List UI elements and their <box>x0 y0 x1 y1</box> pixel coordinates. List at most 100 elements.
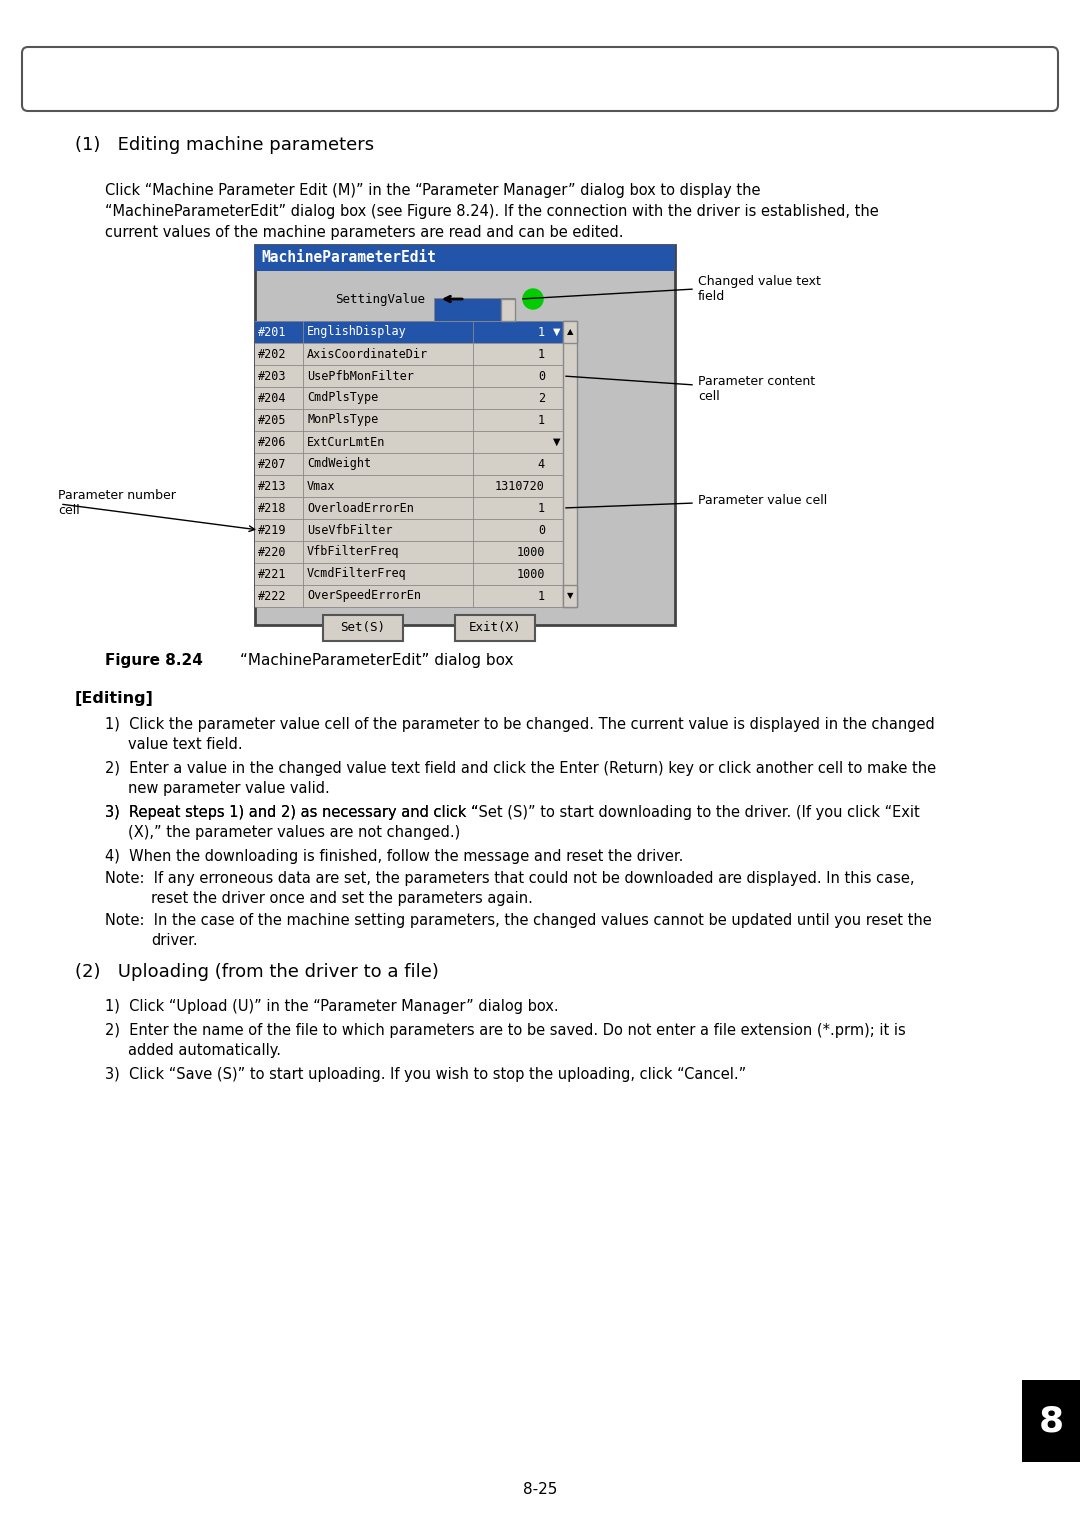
Bar <box>255 452 563 475</box>
Text: new parameter value valid.: new parameter value valid. <box>129 781 329 796</box>
Text: driver.: driver. <box>151 934 198 947</box>
Bar <box>563 321 577 607</box>
Text: Note:  In the case of the machine setting parameters, the changed values cannot : Note: In the case of the machine setting… <box>105 914 932 927</box>
Bar <box>255 410 563 431</box>
Text: MonPlsType: MonPlsType <box>307 414 378 426</box>
Bar <box>255 541 563 562</box>
Text: 1310720: 1310720 <box>495 480 545 492</box>
Text: #203: #203 <box>258 370 286 382</box>
Bar <box>1022 1380 1080 1462</box>
Text: Exit(X): Exit(X) <box>469 622 522 634</box>
Text: ▼: ▼ <box>553 437 561 448</box>
FancyBboxPatch shape <box>22 47 1058 112</box>
Text: ▼: ▼ <box>553 327 561 338</box>
Text: reset the driver once and set the parameters again.: reset the driver once and set the parame… <box>151 891 532 906</box>
Text: 8-25: 8-25 <box>523 1482 557 1497</box>
Text: 3)  Click “Save (S)” to start uploading. If you wish to stop the uploading, clic: 3) Click “Save (S)” to start uploading. … <box>105 1067 746 1082</box>
Text: EnglishDisplay: EnglishDisplay <box>307 325 407 339</box>
Text: value text field.: value text field. <box>129 736 243 752</box>
Text: “MachineParameterEdit” dialog box: “MachineParameterEdit” dialog box <box>240 652 513 668</box>
Text: “MachineParameterEdit” dialog box (see Figure 8.24). If the connection with the : “MachineParameterEdit” dialog box (see F… <box>105 205 879 219</box>
Text: 1)  Click “Upload (U)” in the “Parameter Manager” dialog box.: 1) Click “Upload (U)” in the “Parameter … <box>105 999 558 1015</box>
Bar <box>255 342 563 365</box>
Text: MachineParameterEdit: MachineParameterEdit <box>261 251 436 266</box>
Text: #222: #222 <box>258 590 286 602</box>
Text: 1)  Click the parameter value cell of the parameter to be changed. The current v: 1) Click the parameter value cell of the… <box>105 717 935 732</box>
Text: Parameter value cell: Parameter value cell <box>698 494 827 506</box>
Text: 4: 4 <box>538 457 545 471</box>
Bar <box>323 614 403 642</box>
Text: CmdPlsType: CmdPlsType <box>307 391 378 405</box>
Text: added automatically.: added automatically. <box>129 1044 281 1057</box>
Text: VfbFilterFreq: VfbFilterFreq <box>307 545 400 559</box>
Bar <box>563 585 577 607</box>
Text: current values of the machine parameters are read and can be edited.: current values of the machine parameters… <box>105 225 623 240</box>
Text: OverSpeedErrorEn: OverSpeedErrorEn <box>307 590 421 602</box>
Text: Parameter number
cell: Parameter number cell <box>58 489 176 516</box>
Text: 0: 0 <box>538 370 545 382</box>
Text: #201: #201 <box>258 325 286 339</box>
Text: 1000: 1000 <box>516 545 545 559</box>
Text: UsePfbMonFilter: UsePfbMonFilter <box>307 370 414 382</box>
Bar <box>255 365 563 387</box>
Bar <box>255 431 563 452</box>
Text: 0: 0 <box>538 524 545 536</box>
Text: VcmdFilterFreq: VcmdFilterFreq <box>307 567 407 581</box>
Text: #206: #206 <box>258 435 286 449</box>
Bar <box>455 614 535 642</box>
Text: [Editing]: [Editing] <box>75 691 153 706</box>
Text: ExtCurLmtEn: ExtCurLmtEn <box>307 435 386 449</box>
Bar <box>435 299 515 321</box>
Text: 3)  Repeat steps 1) and 2) as necessary and click “: 3) Repeat steps 1) and 2) as necessary a… <box>105 805 478 821</box>
Text: #205: #205 <box>258 414 286 426</box>
Text: 1: 1 <box>538 590 545 602</box>
Text: #220: #220 <box>258 545 286 559</box>
Text: ▲: ▲ <box>567 327 573 336</box>
Text: Figure 8.24: Figure 8.24 <box>105 652 203 668</box>
Text: #213: #213 <box>258 480 286 492</box>
Text: 1: 1 <box>538 414 545 426</box>
Text: #202: #202 <box>258 347 286 361</box>
Bar <box>501 299 515 321</box>
Text: AxisCoordinateDir: AxisCoordinateDir <box>307 347 428 361</box>
Text: ▼: ▼ <box>567 591 573 601</box>
Text: Click “Machine Parameter Edit (M)” in the “Parameter Manager” dialog box to disp: Click “Machine Parameter Edit (M)” in th… <box>105 183 760 199</box>
Text: #221: #221 <box>258 567 286 581</box>
Text: UseVfbFilter: UseVfbFilter <box>307 524 392 536</box>
Bar <box>563 321 577 342</box>
Bar <box>255 244 675 270</box>
Text: 2)  Enter the name of the file to which parameters are to be saved. Do not enter: 2) Enter the name of the file to which p… <box>105 1024 906 1038</box>
Text: 1: 1 <box>538 347 545 361</box>
Text: 1: 1 <box>538 501 545 515</box>
Text: Vmax: Vmax <box>307 480 336 492</box>
Text: 1: 1 <box>538 325 545 339</box>
Bar <box>255 475 563 497</box>
Text: 2)  Enter a value in the changed value text field and click the Enter (Return) k: 2) Enter a value in the changed value te… <box>105 761 936 776</box>
Bar <box>255 244 675 625</box>
Text: Changed value text
field: Changed value text field <box>698 275 821 303</box>
Text: Parameter content
cell: Parameter content cell <box>698 374 815 403</box>
Bar <box>435 299 501 321</box>
Text: 3)  Repeat steps 1) and 2) as necessary and click “Set (S)” to start downloading: 3) Repeat steps 1) and 2) as necessary a… <box>105 805 920 821</box>
Text: #204: #204 <box>258 391 286 405</box>
Text: 8: 8 <box>1039 1404 1064 1438</box>
Text: #218: #218 <box>258 501 286 515</box>
Text: (2)   Uploading (from the driver to a file): (2) Uploading (from the driver to a file… <box>75 963 438 981</box>
Bar <box>255 520 563 541</box>
Text: (X),” the parameter values are not changed.): (X),” the parameter values are not chang… <box>129 825 460 840</box>
Text: #207: #207 <box>258 457 286 471</box>
Text: 2: 2 <box>538 391 545 405</box>
Bar <box>255 585 563 607</box>
Circle shape <box>523 289 543 309</box>
Bar <box>255 562 563 585</box>
Text: SettingValue: SettingValue <box>335 292 426 306</box>
Bar <box>255 497 563 520</box>
Text: 1000: 1000 <box>516 567 545 581</box>
Text: Set(S): Set(S) <box>340 622 386 634</box>
Text: CmdWeight: CmdWeight <box>307 457 372 471</box>
Bar <box>255 321 563 342</box>
Text: OverloadErrorEn: OverloadErrorEn <box>307 501 414 515</box>
Text: #219: #219 <box>258 524 286 536</box>
Text: 4)  When the downloading is finished, follow the message and reset the driver.: 4) When the downloading is finished, fol… <box>105 850 684 863</box>
Text: Note:  If any erroneous data are set, the parameters that could not be downloade: Note: If any erroneous data are set, the… <box>105 871 915 886</box>
